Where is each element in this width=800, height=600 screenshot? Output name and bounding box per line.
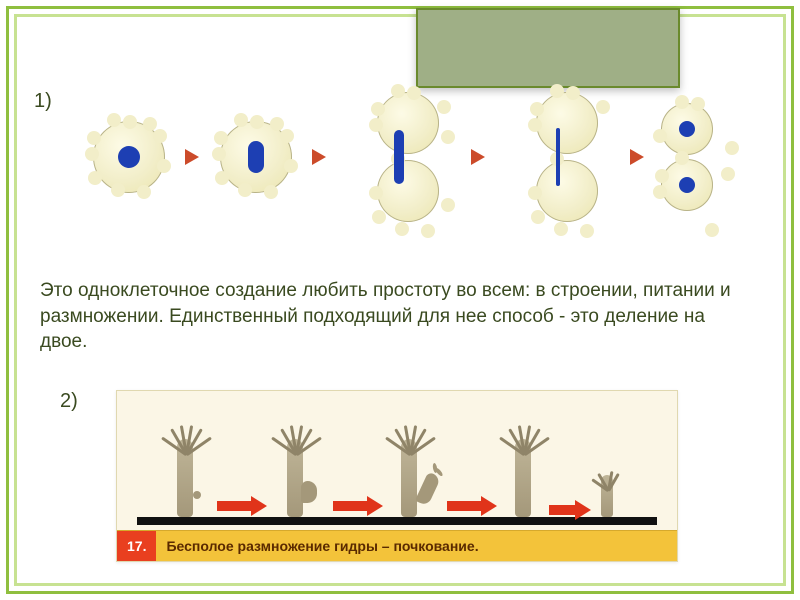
description-paragraph: Это одноклеточное создание любить просто… (40, 278, 740, 355)
title-placeholder-box (416, 8, 680, 88)
fission-stage-3 (339, 92, 459, 222)
fission-stage-4 (498, 92, 618, 222)
arrow-icon (549, 505, 577, 515)
arrow-icon (185, 149, 199, 165)
arrow-icon (312, 149, 326, 165)
fission-stage-2 (220, 121, 292, 193)
arrow-icon (630, 149, 644, 165)
arrow-icon (333, 501, 369, 511)
fission-stage-5 (657, 99, 717, 215)
hydra-stage-1 (145, 439, 225, 517)
arrow-icon (217, 501, 253, 511)
caption-text: Бесполое размножение гидры – почкование. (166, 538, 478, 554)
fission-stage-1 (93, 121, 165, 193)
figure-caption: 17. Бесполое размножение гидры – почкова… (117, 530, 677, 561)
arrow-icon (447, 501, 483, 511)
label-item-1: 1) (34, 90, 52, 113)
arrow-icon (471, 149, 485, 165)
hydra-budding-figure: 17. Бесполое размножение гидры – почкова… (116, 390, 678, 562)
caption-number: 17. (117, 531, 156, 561)
fission-diagram (85, 92, 755, 247)
label-item-2: 2) (60, 390, 78, 413)
hydra-stage-2 (255, 439, 335, 517)
hydra-stage-3 (369, 439, 449, 517)
